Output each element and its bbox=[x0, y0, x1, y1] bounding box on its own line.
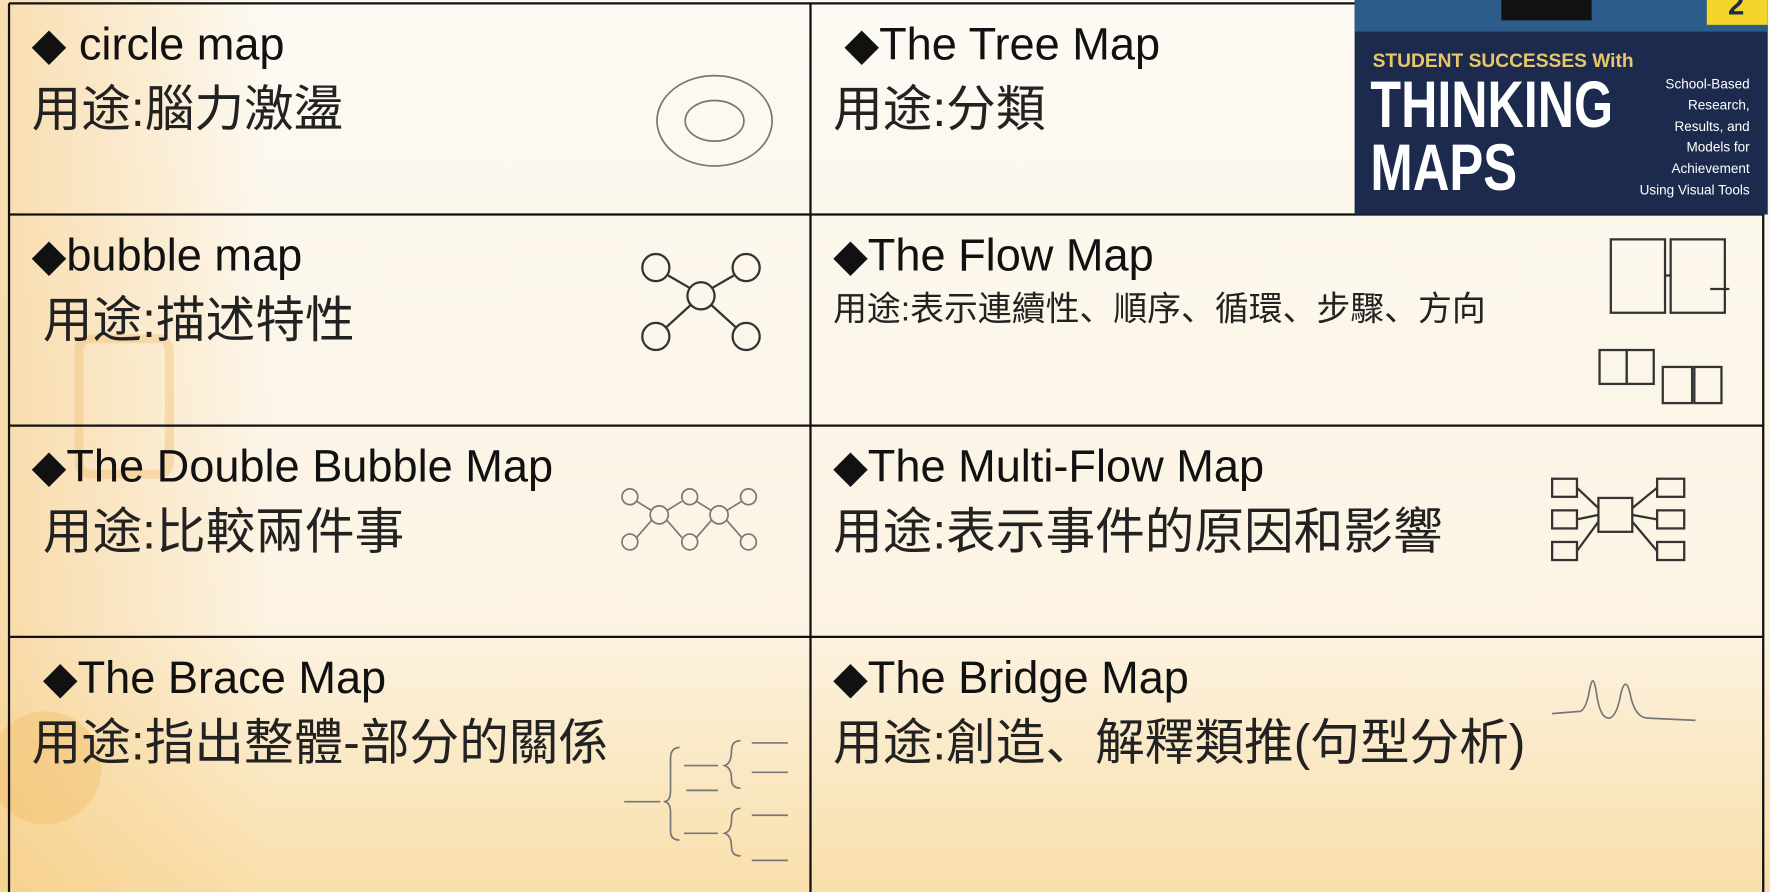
book-cover: 2 STUDENT SUCCESSES With THINKING MAPS S… bbox=[1354, 0, 1768, 215]
cover-subtitle: Research, bbox=[1688, 98, 1750, 113]
double-bubble-map-icon bbox=[621, 488, 758, 551]
cell-title: ◆The Flow Map bbox=[833, 229, 1154, 280]
decoration bbox=[0, 711, 102, 825]
cell-use: 用途:描述特性 bbox=[43, 292, 355, 348]
cell-use: 用途:創造、解釋類推(句型分析) bbox=[833, 714, 1525, 770]
brace-map-icon bbox=[624, 739, 788, 862]
cover-volume: 2 bbox=[1728, 0, 1744, 22]
cover-background bbox=[1354, 0, 1768, 215]
table-grid bbox=[7, 2, 1765, 892]
circle-map-icon bbox=[656, 74, 773, 167]
cell-use: 用途:腦力激盪 bbox=[32, 81, 344, 137]
decoration bbox=[74, 334, 174, 479]
cell-title: ◆The Bridge Map bbox=[833, 652, 1189, 703]
cell-title: ◆The Tree Map bbox=[844, 18, 1160, 69]
cover-subtitle: Results, and bbox=[1674, 119, 1749, 134]
cell-use: 用途:表示事件的原因和影響 bbox=[833, 503, 1443, 559]
cell-title: ◆The Double Bubble Map bbox=[32, 441, 553, 492]
cover-subtitle: School-Based bbox=[1665, 76, 1749, 91]
cell-use: 用途:表示連續性、順序、循環、步驟、方向 bbox=[833, 291, 1486, 329]
multi-flow-map-icon bbox=[1551, 477, 1686, 562]
bridge-map-icon bbox=[1552, 680, 1696, 722]
cell-title: ◆The Multi-Flow Map bbox=[833, 441, 1264, 492]
cover-subtitle: Achievement bbox=[1671, 161, 1749, 176]
flow-map-icon bbox=[1598, 238, 1730, 405]
cell-title: ◆bubble map bbox=[32, 229, 303, 280]
cell-use: 用途:比較兩件事 bbox=[43, 503, 404, 559]
cell-use: 用途:分類 bbox=[833, 81, 1045, 137]
cell-title: ◆ circle map bbox=[32, 18, 285, 69]
decoration bbox=[0, 0, 271, 892]
cell-title: ◆The Brace Map bbox=[43, 652, 386, 703]
cover-subtitle: Models for bbox=[1687, 139, 1751, 154]
cover-title: THINKING bbox=[1370, 68, 1613, 141]
cover-series: STUDENT SUCCESSES With bbox=[1373, 51, 1634, 72]
cover-subtitle: Using Visual Tools bbox=[1640, 182, 1750, 197]
cover-title: MAPS bbox=[1370, 131, 1517, 204]
cover-art bbox=[1501, 0, 1592, 21]
cell-use: 用途:指出整體-部分的關係 bbox=[32, 714, 608, 770]
bubble-map-icon bbox=[641, 252, 761, 352]
cover-badge bbox=[1706, 0, 1768, 25]
